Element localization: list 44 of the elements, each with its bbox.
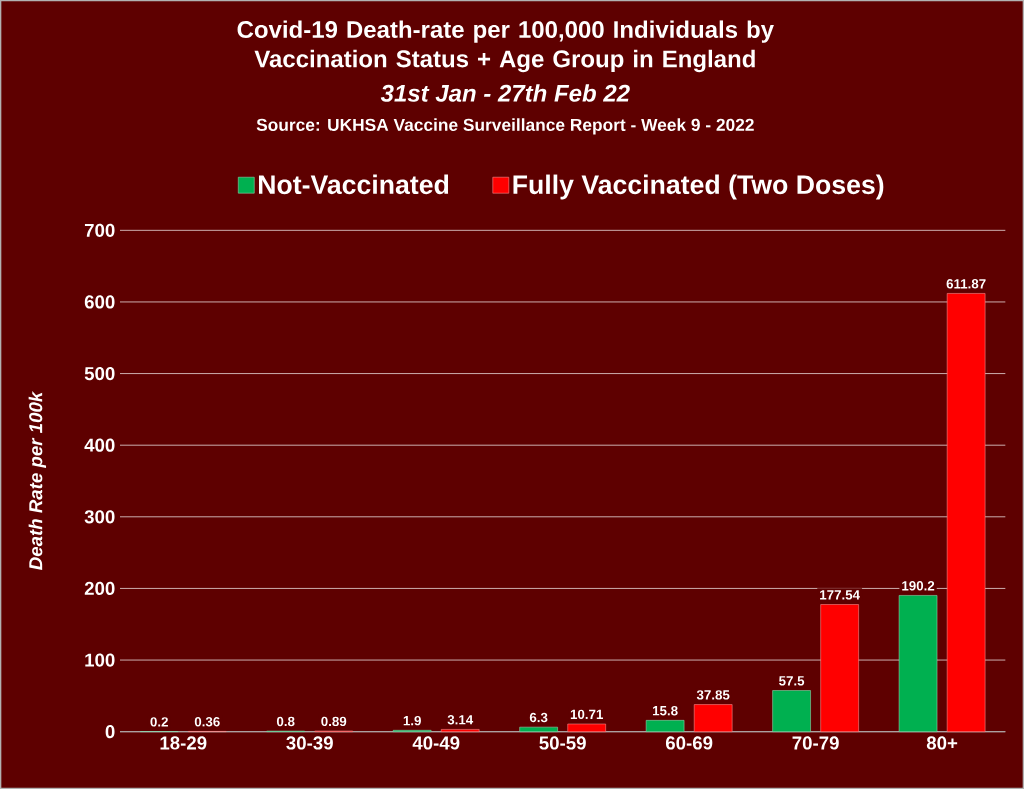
data-label: 10.71 <box>570 709 604 720</box>
data-label: 177.54 <box>820 590 860 600</box>
x-tick-label: 60-69 <box>665 736 713 750</box>
bar <box>898 595 938 732</box>
data-label: 57.5 <box>779 676 805 686</box>
bar <box>946 293 986 732</box>
y-tick-label: 0 <box>105 725 115 739</box>
bar <box>772 690 811 732</box>
y-tick-label: 500 <box>84 366 115 381</box>
bar <box>645 720 685 732</box>
y-tick-label: 100 <box>85 653 115 667</box>
bar <box>820 604 859 732</box>
x-tick-label: 40-49 <box>412 736 460 750</box>
x-tick-label: 30-39 <box>286 736 333 750</box>
data-label: 3.14 <box>447 715 474 725</box>
bar <box>567 723 606 732</box>
data-label: 15.8 <box>652 705 678 716</box>
data-label: 0.36 <box>194 717 220 727</box>
data-label: 1.9 <box>403 715 421 726</box>
y-tick-label: 400 <box>84 438 115 452</box>
chart-title: Covid-19 Death-rate per 100,000 Individuals by Vaccination Status + Age Group in England <box>237 20 774 73</box>
x-tick-label: 18-29 <box>160 736 207 750</box>
source-note: Source: UKHSA Vaccine Surveillance Report - Week 9 - 2022 <box>256 118 754 135</box>
y-tick-label: 200 <box>84 581 115 596</box>
x-tick-label: 70-79 <box>792 736 839 750</box>
legend-label: Fully Vaccinated (Two Doses) <box>513 174 884 200</box>
data-label: 0.2 <box>150 717 168 727</box>
bar <box>440 729 480 732</box>
data-label: 6.3 <box>529 712 548 723</box>
chart-subtitle: 31st Jan - 27th Feb 22 <box>380 84 630 102</box>
data-label: 37.85 <box>696 690 730 700</box>
bar <box>693 704 733 732</box>
data-label: 0.89 <box>321 716 347 727</box>
bar <box>519 726 558 732</box>
legend-label: Not-Vaccinated <box>258 174 449 195</box>
y-tick-label: 300 <box>84 510 115 524</box>
data-label: 0.8 <box>276 716 295 727</box>
y-tick-label: 600 <box>84 295 115 309</box>
x-tick-label: 50-59 <box>539 736 586 750</box>
y-tick-label: 700 <box>84 223 115 237</box>
y-axis-title: Death Rate per 100k <box>28 391 47 570</box>
data-label: 611.87 <box>946 279 986 289</box>
x-tick-label: 80+ <box>926 736 958 750</box>
data-label: 190.2 <box>902 581 935 591</box>
